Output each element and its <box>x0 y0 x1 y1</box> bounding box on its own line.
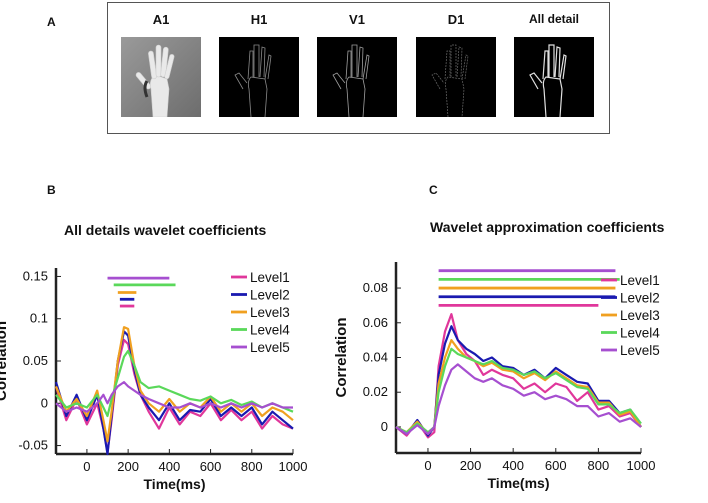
chart-c-series-line-level2 <box>395 325 642 437</box>
chart-c-y-axis-label: Correlation <box>333 317 350 397</box>
chart-b-y-tick-label: 0.1 <box>30 311 48 326</box>
panel-a-frame <box>107 2 610 134</box>
chart-b-legend-label-level3: Level3 <box>250 305 290 320</box>
hand-image-vertical-detail <box>317 37 397 117</box>
chart-c-series-line-level3 <box>395 339 642 435</box>
chart-c-x-axis-label: Time(ms) <box>488 475 550 491</box>
chart-b-legend-label-level2: Level2 <box>250 288 290 303</box>
chart-b-x-tick-label: 400 <box>158 459 180 474</box>
chart-c-legend-label-level5: Level5 <box>620 343 660 358</box>
chart-c-x-tick-label: 0 <box>424 458 431 473</box>
chart-c-x-tick-label: 1000 <box>627 458 656 473</box>
chart-b-y-tick-label: 0.15 <box>23 268 48 283</box>
chart-c-legend-label-level4: Level4 <box>620 326 660 341</box>
hand-image-diagonal-detail <box>416 37 496 117</box>
chart-c-x-tick-label: 600 <box>545 458 567 473</box>
chart-c-y-tick-label: 0.02 <box>363 384 388 399</box>
chart-b-series-line-level5 <box>55 381 293 413</box>
chart-c-legend-label-level2: Level2 <box>620 291 660 306</box>
chart-b-x-axis-label: Time(ms) <box>144 476 206 492</box>
chart-c-x-tick-label: 800 <box>588 458 610 473</box>
chart-b-title: All details wavelet coefficients <box>64 222 267 238</box>
chart-c-x-tick-label: 200 <box>460 458 482 473</box>
tile-title-a1: A1 <box>152 12 170 27</box>
chart-b-y-tick-label: 0.05 <box>23 353 48 368</box>
chart-c-y-tick-label: 0.08 <box>363 280 388 295</box>
chart-b-legend-label-level4: Level4 <box>250 323 290 338</box>
panel-c-letter: C <box>429 183 438 197</box>
chart-c-y-tick-label: 0.06 <box>363 315 388 330</box>
chart-c-y-tick-label: 0.04 <box>363 350 388 365</box>
panel-a-letter: A <box>47 15 56 29</box>
chart-b-series-line-level4 <box>55 349 294 418</box>
chart-b-x-tick-label: 800 <box>241 459 263 474</box>
tile-title-v1: V1 <box>349 12 365 27</box>
chart-c-title: Wavelet approximation coefficients <box>430 219 665 235</box>
chart-c-series-line-level5 <box>395 363 642 435</box>
chart-c-x-tick-label: 400 <box>502 458 524 473</box>
chart-c-series-line-level4 <box>395 347 642 434</box>
chart-b-y-tick-label: 0 <box>41 395 48 410</box>
hand-image-approximation <box>121 37 201 117</box>
chart-b-x-tick-label: 200 <box>117 459 139 474</box>
hand-image-all-detail <box>514 37 594 117</box>
tile-title-all-detail: All detail <box>528 12 579 26</box>
chart-b-legend-label-level5: Level5 <box>250 340 290 355</box>
chart-b-x-tick-label: 0 <box>83 459 90 474</box>
tile-title-h1: H1 <box>250 12 268 27</box>
chart-b-series-line-level3 <box>54 326 294 443</box>
chart-b-series-line-level2 <box>54 330 294 456</box>
chart-b-x-tick-label: 600 <box>200 459 222 474</box>
chart-b-y-axis-label: Correlation <box>0 321 10 401</box>
chart-b-x-tick-label: 1000 <box>279 459 308 474</box>
chart-b-y-tick-label: -0.05 <box>18 438 48 453</box>
chart-c-legend-label-level1: Level1 <box>620 273 660 288</box>
chart-b-legend-label-level1: Level1 <box>250 270 290 285</box>
hand-image-horizontal-detail <box>219 37 299 117</box>
chart-c-legend-label-level3: Level3 <box>620 308 660 323</box>
chart-c-y-tick-label: 0 <box>381 419 388 434</box>
tile-title-d1: D1 <box>447 12 465 27</box>
panel-b-letter: B <box>47 183 56 197</box>
